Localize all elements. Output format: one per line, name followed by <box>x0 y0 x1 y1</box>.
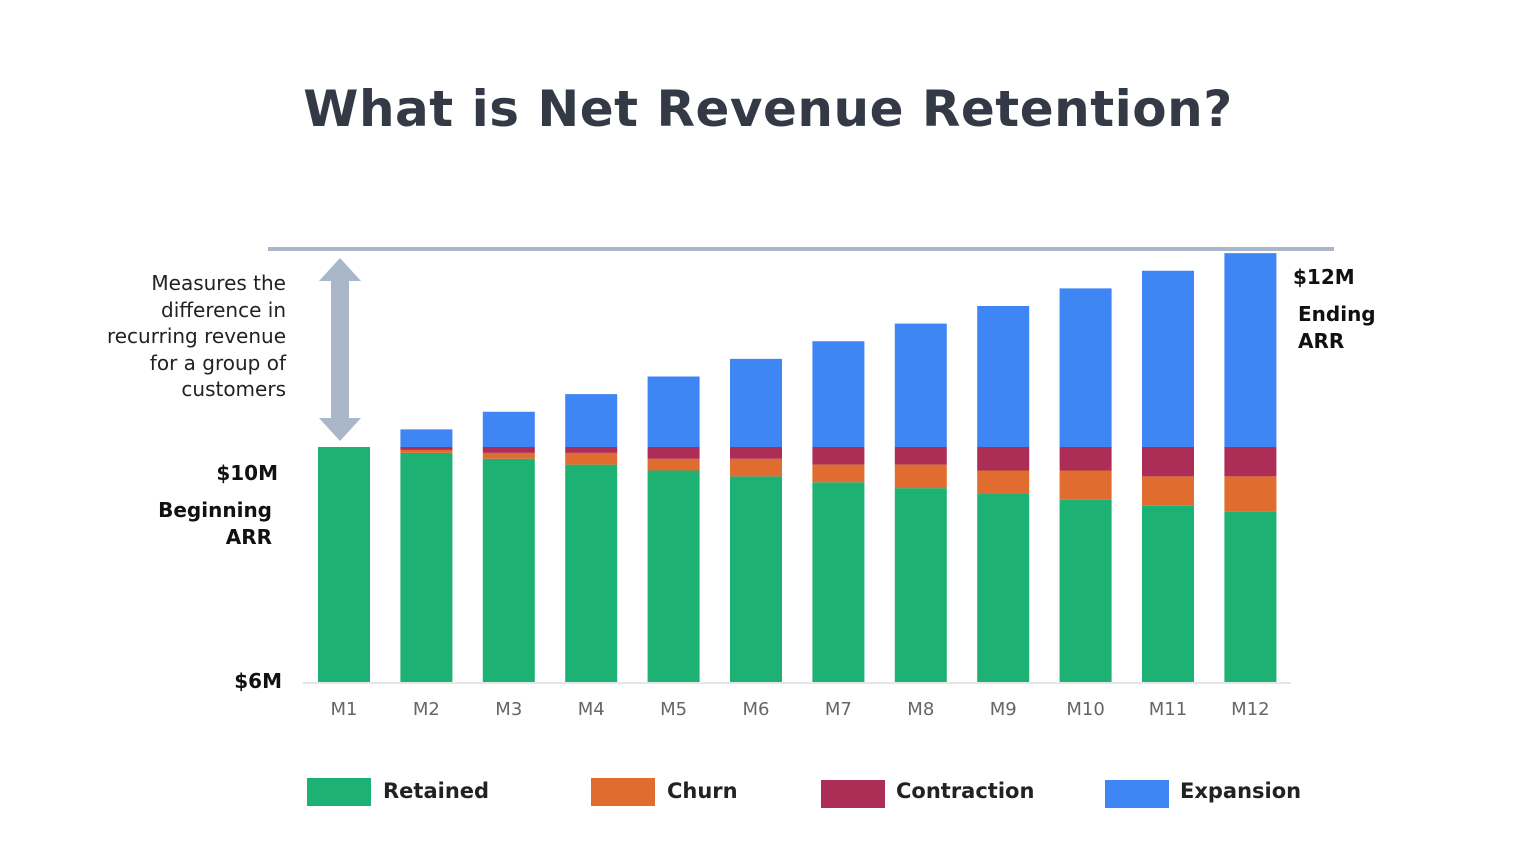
bar-retained-m1 <box>318 447 370 682</box>
bar-retained-m11 <box>1142 505 1194 682</box>
beginning-arr-label: Beginning ARR <box>158 498 272 549</box>
bar-expansion-m3 <box>482 411 535 447</box>
description-text: Measures the difference in recurring rev… <box>106 271 286 401</box>
bar-expansion-m5 <box>647 376 700 447</box>
bar-retained-m8 <box>894 488 947 682</box>
x-tick-label: M9 <box>990 699 1017 720</box>
x-tick-label: M3 <box>495 699 522 720</box>
ending-value-label: $12M <box>1293 265 1355 289</box>
bar-expansion-m9 <box>977 306 1030 447</box>
bar-contraction-m10 <box>1059 447 1112 471</box>
x-tick-label: M2 <box>413 699 440 720</box>
legend-label-retained: Retained <box>383 779 490 803</box>
x-tick-label: M10 <box>1066 699 1104 720</box>
bar-contraction-m7 <box>812 447 865 465</box>
bar-expansion-m4 <box>565 394 618 447</box>
bar-churn-m4 <box>565 452 618 465</box>
x-tick-label: M4 <box>578 699 605 720</box>
legend-label-contraction: Contraction <box>896 779 1035 803</box>
bar-expansion-m8 <box>894 323 947 447</box>
bar-expansion-m10 <box>1059 288 1112 447</box>
bar-expansion-m6 <box>730 358 782 447</box>
bar-churn-m12 <box>1224 476 1277 512</box>
bar-contraction-m5 <box>647 447 700 459</box>
legend-swatch-expansion <box>1105 780 1169 808</box>
legend-swatch-contraction <box>821 780 885 808</box>
x-tick-label: M12 <box>1231 699 1269 720</box>
bar-contraction-m4 <box>565 447 618 453</box>
x-tick-label: M1 <box>331 699 358 720</box>
bar-contraction-m11 <box>1142 447 1194 477</box>
bar-churn-m6 <box>730 458 782 477</box>
bar-retained-m12 <box>1224 511 1277 682</box>
bar-contraction-m2 <box>400 447 453 450</box>
x-tick-label: M8 <box>907 699 934 720</box>
bar-retained-m2 <box>400 452 453 682</box>
legend-swatch-churn <box>591 778 655 806</box>
bar-retained-m4 <box>565 464 618 682</box>
bar-churn-m11 <box>1142 476 1194 506</box>
bar-contraction-m12 <box>1224 447 1277 477</box>
bar-retained-m7 <box>812 482 865 682</box>
x-tick-label: M11 <box>1149 699 1187 720</box>
bar-churn-m7 <box>812 464 865 483</box>
bar-contraction-m6 <box>730 447 782 459</box>
beginning-value-label: $10M <box>216 461 278 485</box>
bar-retained-m9 <box>977 494 1030 682</box>
bar-contraction-m8 <box>894 447 947 465</box>
bar-contraction-m9 <box>977 447 1030 471</box>
x-tick-label: M5 <box>660 699 687 720</box>
bar-churn-m2 <box>400 449 453 453</box>
bar-expansion-m12 <box>1224 253 1277 447</box>
bar-churn-m5 <box>647 458 700 471</box>
legend-swatch-retained <box>307 778 371 806</box>
bar-retained-m3 <box>482 458 535 682</box>
ending-arr-label: Ending ARR <box>1298 302 1376 353</box>
bar-retained-m6 <box>730 476 782 682</box>
x-tick-label: M6 <box>743 699 770 720</box>
bar-expansion-m11 <box>1142 270 1194 447</box>
bar-retained-m10 <box>1059 499 1112 682</box>
legend-label-expansion: Expansion <box>1180 779 1302 803</box>
page-title: What is Net Revenue Retention? <box>303 80 1233 138</box>
bar-churn-m8 <box>894 464 947 489</box>
bar-retained-m5 <box>647 470 700 682</box>
x-tick-label: M7 <box>825 699 852 720</box>
legend-label-churn: Churn <box>667 779 738 803</box>
base-value-label: $6M <box>234 669 282 693</box>
double-arrow-icon <box>319 258 361 441</box>
bar-contraction-m3 <box>482 447 535 453</box>
bar-churn-m10 <box>1059 470 1112 500</box>
bar-expansion-m7 <box>812 341 865 447</box>
bar-churn-m3 <box>482 452 535 459</box>
bar-expansion-m2 <box>400 429 453 447</box>
bar-churn-m9 <box>977 470 1030 494</box>
